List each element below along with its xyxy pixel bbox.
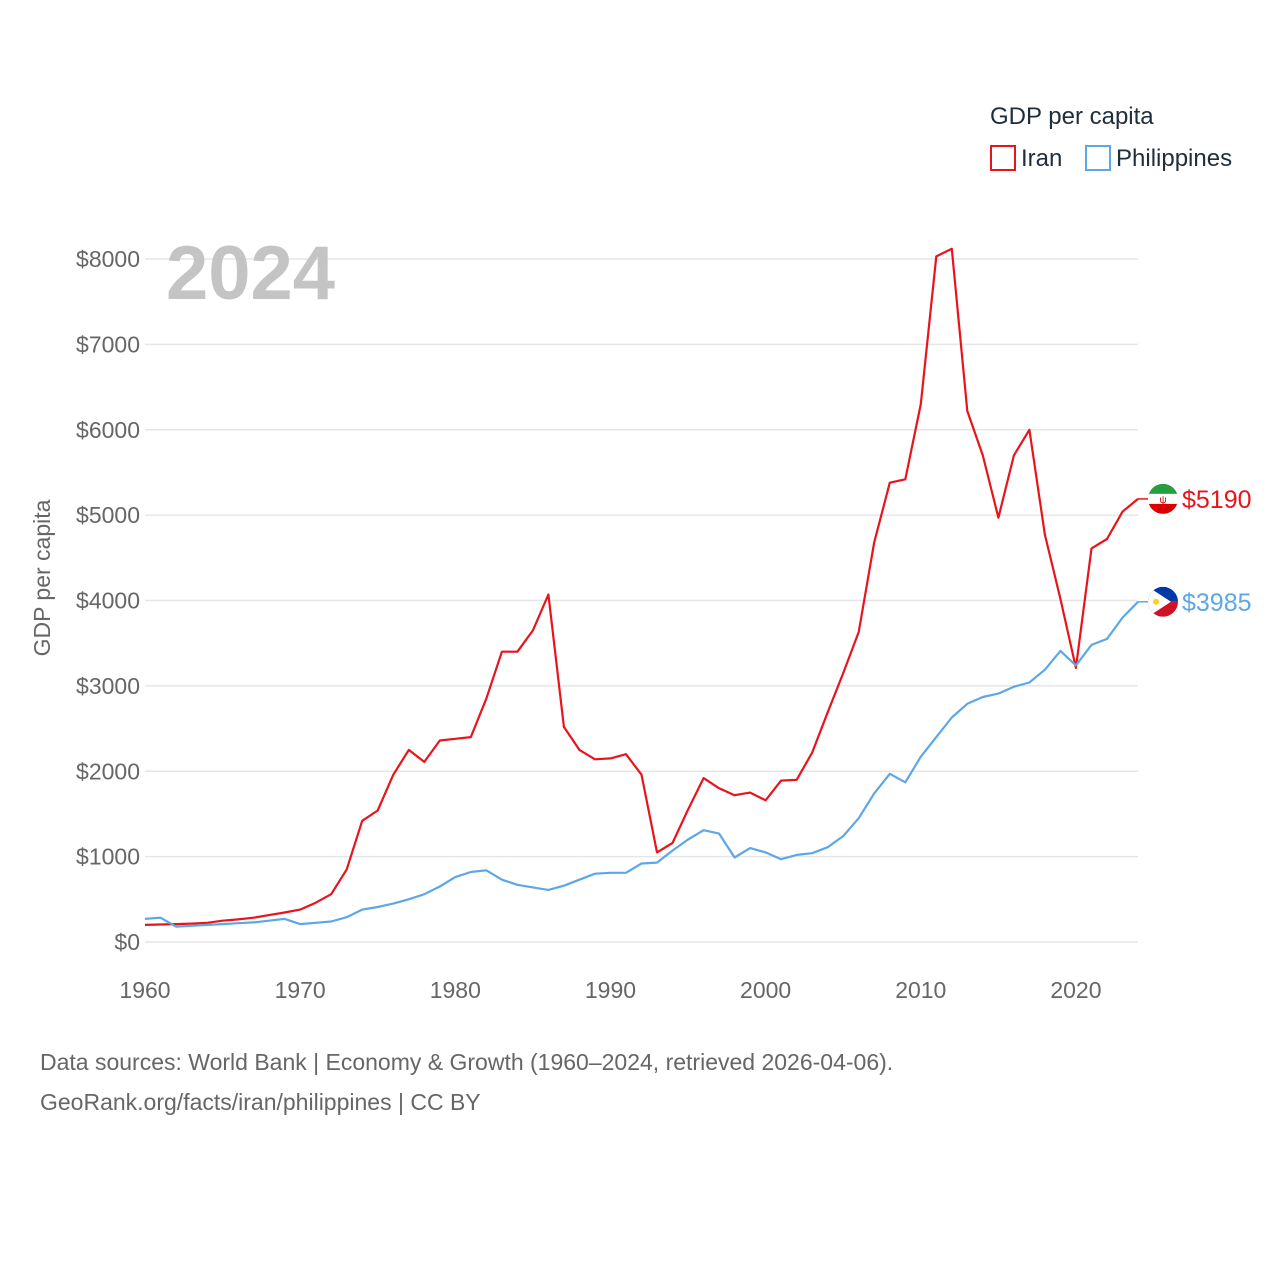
legend-label-philippines[interactable]: Philippines bbox=[1116, 145, 1232, 172]
x-tick-label: 1990 bbox=[585, 977, 636, 1003]
y-tick-label: $7000 bbox=[76, 331, 140, 357]
philippines-end-value: $3985 bbox=[1182, 589, 1252, 617]
y-tick-label: $6000 bbox=[76, 417, 140, 443]
series-line-iran bbox=[144, 247, 1139, 926]
iran-end-value: $5190 bbox=[1182, 486, 1252, 514]
legend-swatch-philippines[interactable] bbox=[1085, 145, 1111, 171]
y-axis-ticks: $0 $1000 $2000 $3000 $4000 $5000 $6000 $7000 $80… bbox=[76, 246, 140, 955]
svg-text:ψ: ψ bbox=[1159, 495, 1166, 506]
y-tick-label: $3000 bbox=[76, 673, 140, 699]
footer-sources: Data sources: World Bank | Economy & Gro… bbox=[40, 1049, 894, 1075]
series-line-philippines bbox=[144, 601, 1139, 928]
x-tick-label: 2000 bbox=[740, 977, 791, 1003]
y-tick-label: $2000 bbox=[76, 758, 140, 784]
footer-attribution: GeoRank.org/facts/iran/philippines | CC … bbox=[40, 1089, 481, 1115]
philippines-flag-icon bbox=[1148, 586, 1178, 617]
y-tick-label: $1000 bbox=[76, 844, 140, 870]
iran-flag-icon: ψ bbox=[1148, 483, 1178, 514]
x-tick-label: 2010 bbox=[895, 977, 946, 1003]
year-label: 2024 bbox=[166, 231, 335, 316]
x-tick-label: 2020 bbox=[1050, 977, 1101, 1003]
x-axis-ticks: 1960 1970 1980 1990 2000 2010 2020 bbox=[119, 977, 1101, 1003]
footer: Data sources: World Bank | Economy & Gro… bbox=[40, 1042, 893, 1122]
y-tick-label: $4000 bbox=[76, 588, 140, 614]
y-tick-label: $8000 bbox=[76, 246, 140, 272]
x-tick-label: 1970 bbox=[275, 977, 326, 1003]
legend-swatch-iran[interactable] bbox=[990, 145, 1016, 171]
x-tick-label: 1960 bbox=[119, 977, 170, 1003]
series-lines bbox=[144, 247, 1150, 928]
gridlines bbox=[145, 258, 1138, 943]
x-tick-label: 1980 bbox=[430, 977, 481, 1003]
legend-label-iran[interactable]: Iran bbox=[1021, 145, 1062, 172]
y-axis-title: GDP per capita bbox=[29, 499, 55, 656]
legend[interactable]: GDP per capita Iran Philippines bbox=[990, 103, 1232, 172]
y-tick-label: $0 bbox=[114, 929, 140, 955]
legend-title: GDP per capita bbox=[990, 103, 1154, 130]
y-tick-label: $5000 bbox=[76, 502, 140, 528]
series-end-markers: ψ $5190 $3985 bbox=[1148, 483, 1252, 617]
